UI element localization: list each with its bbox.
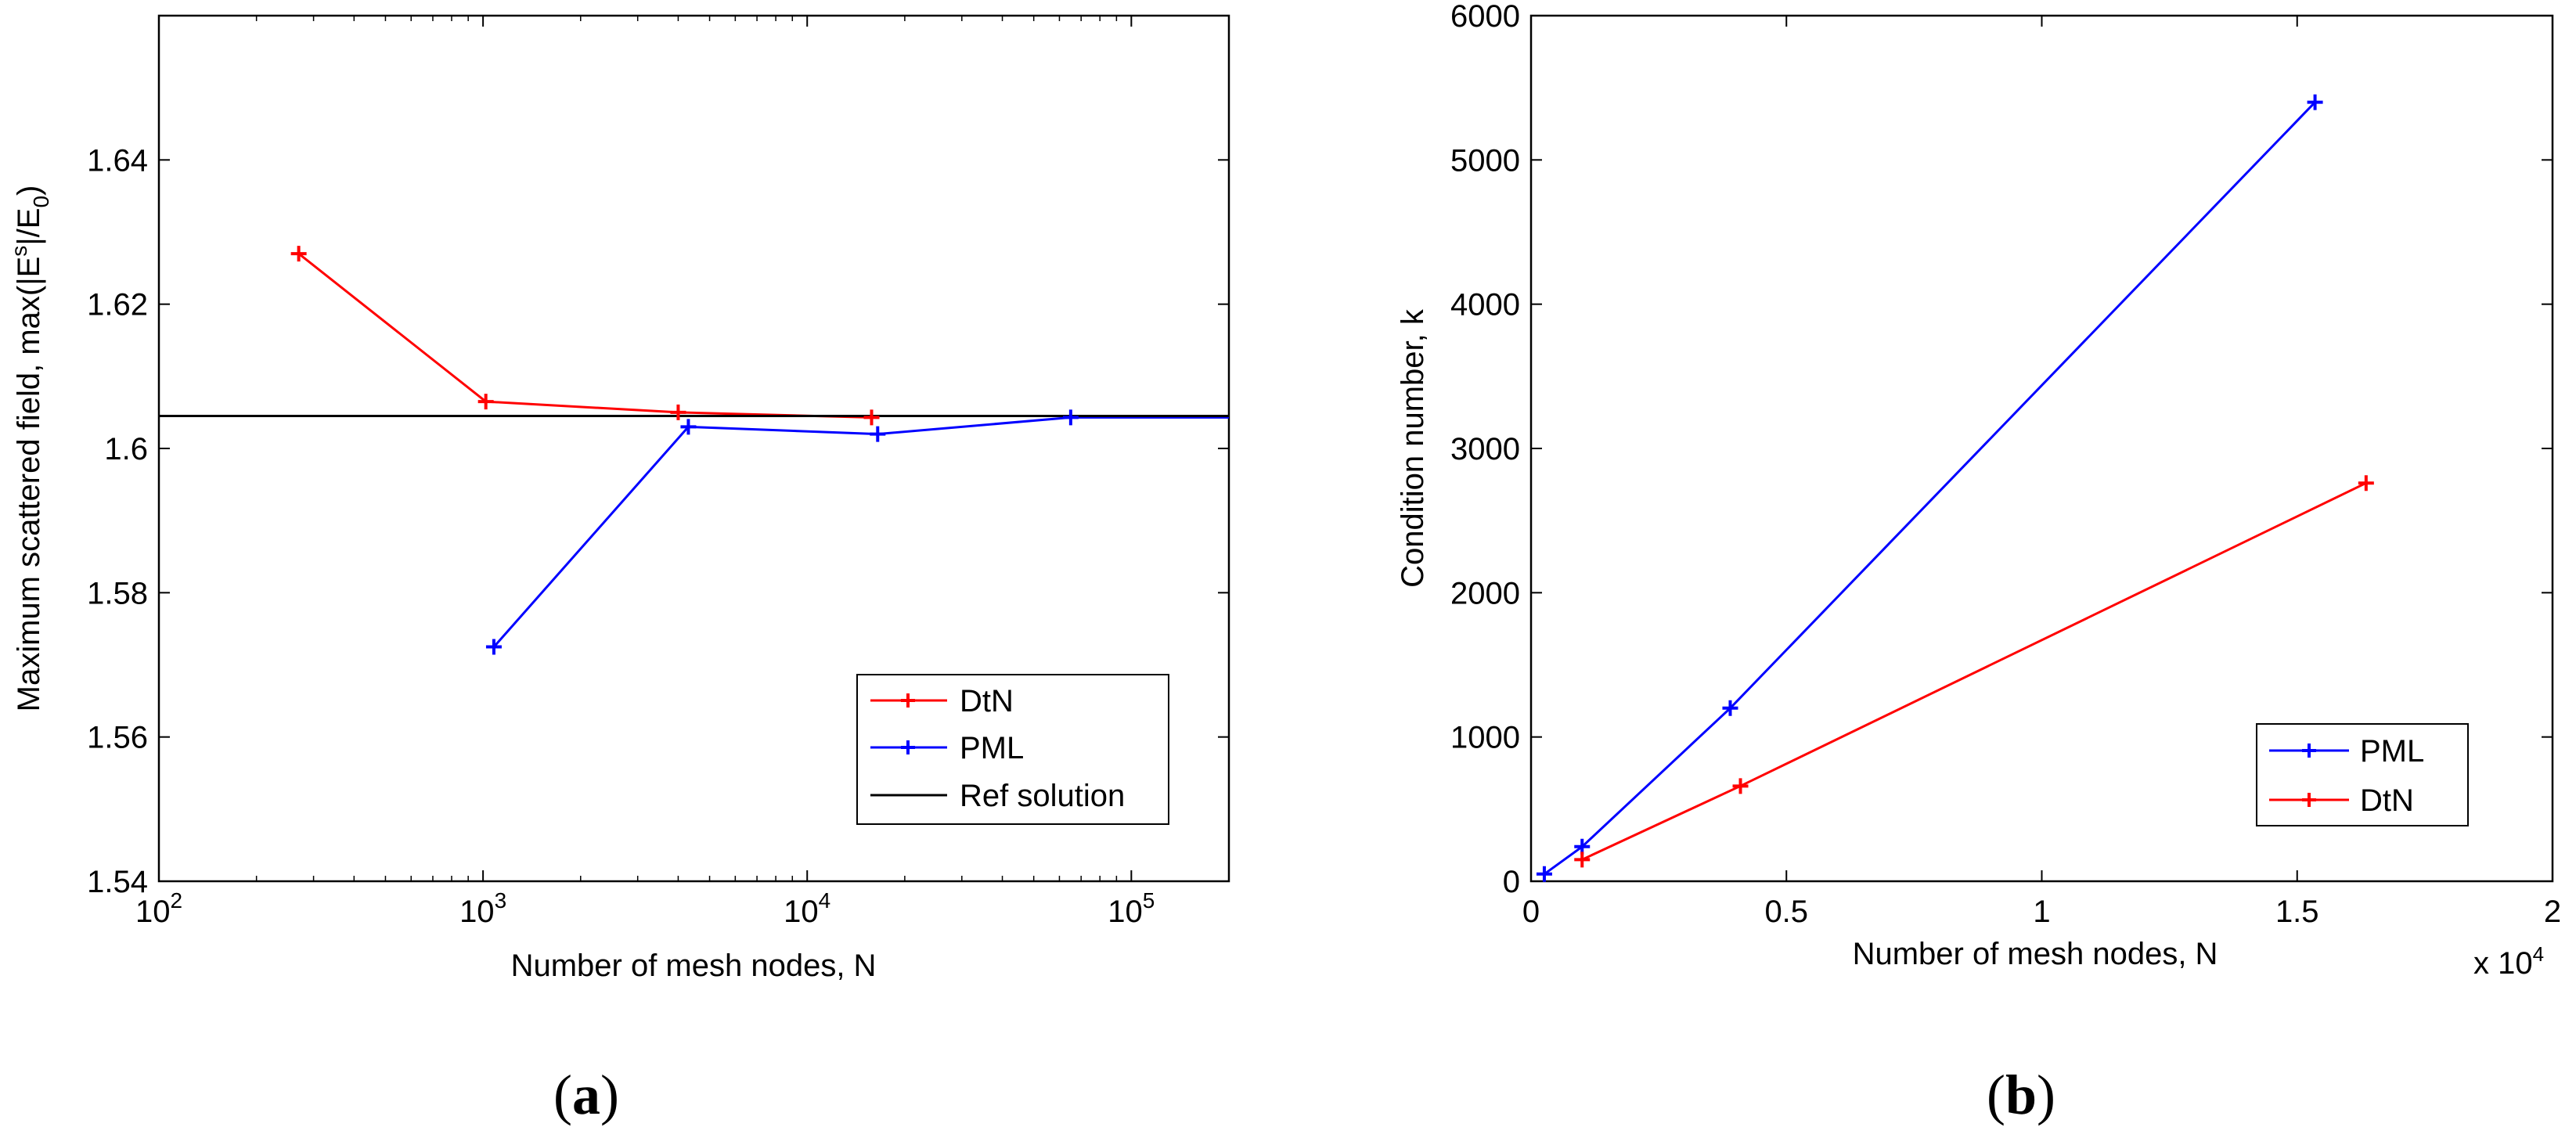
x-axis-label-a: Number of mesh nodes, N — [511, 949, 877, 983]
data-point-pml-a-0 — [485, 639, 502, 655]
y-tick-label-b-3: 3000 — [1450, 432, 1520, 466]
ticks-b: 0 0.5 1 1.5 2 0 1000 2000 3000 4000 5000 6000 — [1450, 0, 2561, 929]
y-tick-label-b-1: 1000 — [1450, 721, 1520, 755]
y-tick-label-a-5: 1.64 — [87, 143, 148, 178]
y-tick-label-b-4: 4000 — [1450, 288, 1520, 322]
data-point-dtn-b-1 — [1732, 778, 1749, 794]
data-point-pml-b-0 — [1536, 866, 1552, 882]
series-markers-b — [1536, 94, 2374, 882]
x-tick-label-b-4: 2 — [2544, 895, 2561, 929]
y-tick-label-a-2: 1.58 — [87, 576, 148, 610]
series-line-dtn-b — [1581, 481, 2367, 861]
legend-item-pml-b: PML — [2269, 734, 2424, 769]
x-tick-label-b-3: 1.5 — [2275, 895, 2319, 929]
series-lines-a — [159, 252, 1229, 648]
y-tick-label-a-3: 1.6 — [104, 432, 148, 466]
legend-item-pml-a: PML — [870, 731, 1024, 765]
legend-b: PML DtN — [2256, 723, 2469, 826]
series-markers-a — [290, 246, 1079, 655]
legend-label-dtn-a: DtN — [960, 684, 1014, 718]
legend-marker-dtn-b — [2302, 793, 2316, 807]
legend-marker-pml-b — [2302, 744, 2316, 758]
series-line-pml-b — [1544, 101, 2316, 876]
data-point-dtn-b-0 — [1574, 852, 1591, 868]
series-lines-b — [1544, 101, 2367, 876]
data-point-dtn-a-0 — [290, 246, 307, 262]
x-axis-multiplier-b: x 104 — [2473, 942, 2544, 981]
data-point-dtn-b-2 — [2358, 475, 2374, 491]
chart-panel-b: 0 0.5 1 1.5 2 0 1000 2000 3000 4000 5000 6000 Numbe… — [1396, 0, 2561, 1126]
legend-marker-dtn-a — [901, 693, 915, 708]
x-tick-label-a-1: 103 — [459, 888, 506, 929]
series-line-pml-a — [492, 416, 1072, 648]
legend-label-pml-a: PML — [960, 731, 1024, 765]
caption-a: (a) — [553, 1064, 619, 1126]
x-tick-label-b-1: 0.5 — [1764, 895, 1808, 929]
x-tick-label-a-0: 102 — [135, 888, 182, 929]
x-tick-label-b-2: 1 — [2033, 895, 2050, 929]
data-point-dtn-a-3 — [863, 409, 880, 426]
data-point-pml-b-3 — [2307, 94, 2323, 110]
ticks-a: 102 103 104 105 1.54 1.56 1.58 1.6 1.62 1.64 — [87, 16, 1229, 929]
data-point-pml-a-1 — [680, 419, 697, 435]
x-tick-label-a-3: 105 — [1108, 888, 1155, 929]
y-axis-label-a: Maximum scattered field, max(|Es|/E0) — [7, 185, 53, 712]
x-tick-label-b-0: 0 — [1522, 895, 1540, 929]
y-tick-label-a-0: 1.54 — [87, 865, 148, 899]
series-line-dtn-a — [297, 252, 872, 419]
legend-item-ref-a: Ref solution — [870, 779, 1125, 813]
legend-label-ref-a: Ref solution — [960, 779, 1125, 813]
data-point-dtn-a-2 — [670, 404, 686, 420]
legend-box-b — [2256, 723, 2469, 826]
data-point-dtn-a-1 — [477, 394, 494, 410]
legend-label-dtn-b: DtN — [2360, 783, 2414, 818]
y-tick-label-a-4: 1.62 — [87, 288, 148, 322]
x-axis-label-b: Number of mesh nodes, N — [1853, 937, 2218, 971]
legend-a: DtN PML Ref solution — [856, 674, 1169, 825]
y-axis-label-b: Condition number, k — [1396, 308, 1430, 588]
data-point-pml-a-3 — [1062, 409, 1079, 426]
y-tick-label-b-5: 5000 — [1450, 143, 1520, 178]
legend-label-pml-b: PML — [2360, 734, 2424, 769]
legend-item-dtn-b: DtN — [2269, 783, 2414, 818]
data-point-pml-a-2 — [870, 426, 886, 442]
legend-item-dtn-a: DtN — [870, 684, 1014, 718]
y-tick-label-b-6: 6000 — [1450, 0, 1520, 34]
caption-b: (b) — [1987, 1064, 2055, 1126]
y-tick-label-b-2: 2000 — [1450, 576, 1520, 610]
legend-marker-pml-a — [901, 740, 915, 754]
y-tick-label-b-0: 0 — [1503, 865, 1520, 899]
x-tick-label-a-2: 104 — [784, 888, 830, 929]
y-tick-label-a-1: 1.56 — [87, 721, 148, 755]
chart-panel-a: 102 103 104 105 1.54 1.56 1.58 1.6 1.62 1.64 Numb… — [7, 14, 1230, 1126]
data-point-pml-b-2 — [1722, 700, 1738, 716]
